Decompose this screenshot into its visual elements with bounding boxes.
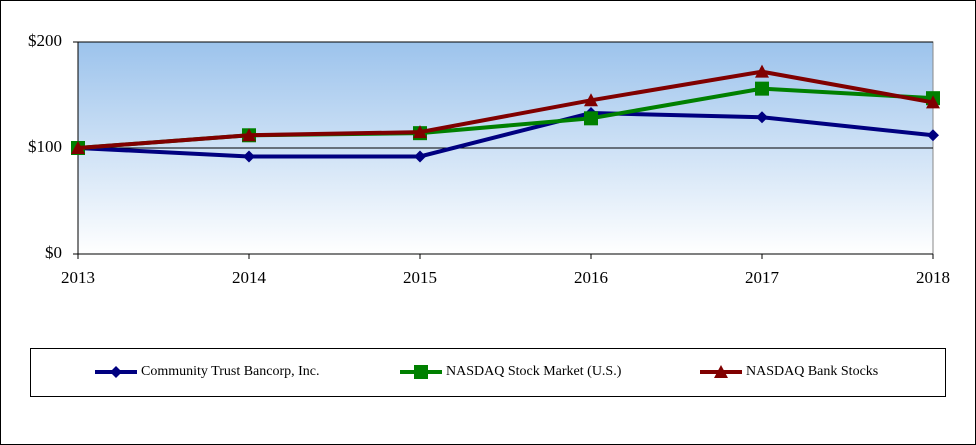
data-point [926,95,940,109]
legend-marker [714,365,728,378]
y-tick-label: $200 [28,31,62,50]
series-line [77,69,934,150]
data-point [756,111,768,124]
x-tick-label: 2013 [61,268,95,287]
data-point [413,125,427,139]
y-tick-label: $100 [28,137,62,156]
data-point [584,93,598,107]
x-tick-label: 2015 [403,268,437,287]
legend-label: NASDAQ Bank Stocks [746,364,878,379]
legend-label: NASDAQ Stock Market (U.S.) [446,364,622,379]
x-tick-label: 2014 [232,268,267,287]
data-point [414,150,426,163]
data-point [242,128,256,142]
y-tick-label: $0 [45,243,62,262]
data-point [243,150,255,163]
legend-marker [414,365,428,379]
data-point [584,111,598,126]
legend-marker [110,366,122,378]
data-point [755,81,769,96]
legend-label: Community Trust Bancorp, Inc. [141,364,320,379]
series-line [77,111,934,159]
legend-box [30,348,946,397]
data-point [755,64,769,78]
x-tick-label: 2017 [745,268,780,287]
x-tick-label: 2016 [574,268,608,287]
x-tick-label: 2018 [916,268,950,287]
data-point [927,129,939,142]
data-point [71,141,85,154]
